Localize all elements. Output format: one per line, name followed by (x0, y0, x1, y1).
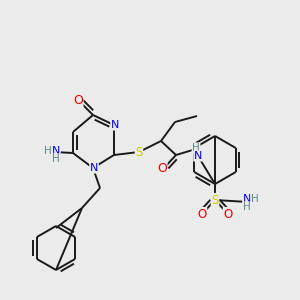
Text: H: H (192, 143, 200, 153)
Text: H: H (44, 146, 52, 156)
Text: N: N (90, 163, 98, 173)
Text: N: N (243, 194, 251, 204)
Text: N: N (194, 151, 202, 161)
Text: O: O (197, 208, 207, 220)
Text: H: H (52, 154, 60, 164)
Text: H: H (243, 202, 251, 212)
Text: O: O (157, 161, 167, 175)
Text: H: H (251, 194, 259, 204)
Text: O: O (224, 208, 232, 220)
Text: N: N (111, 120, 119, 130)
Text: S: S (211, 194, 219, 206)
Text: O: O (73, 94, 83, 106)
Text: N: N (52, 146, 60, 156)
Text: S: S (135, 146, 143, 158)
